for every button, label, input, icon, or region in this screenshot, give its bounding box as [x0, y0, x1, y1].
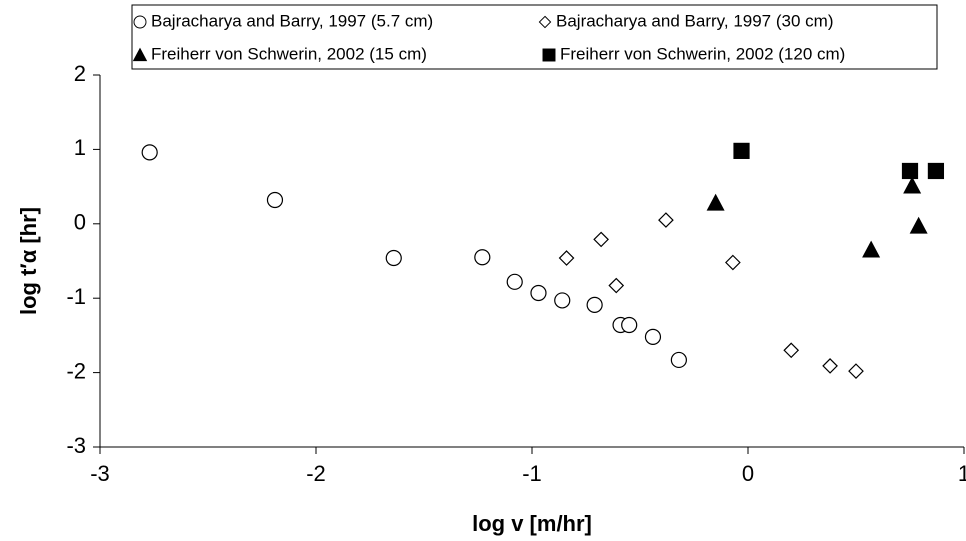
legend-marker [133, 15, 147, 29]
y-tick-label: -1 [66, 284, 86, 309]
point [822, 358, 838, 374]
point [266, 191, 284, 209]
y-tick-label: 2 [74, 61, 86, 86]
point [506, 273, 523, 290]
point [658, 212, 674, 228]
point [593, 231, 609, 248]
point [706, 193, 725, 211]
x-axis-label: log v [m/hr] [472, 511, 592, 536]
y-tick-label: -3 [66, 433, 86, 458]
point [848, 363, 864, 379]
legend-label: Bajracharya and Barry, 1997 (5.7 cm) [151, 11, 433, 30]
x-tick-label: -1 [522, 461, 542, 486]
x-tick-label: 0 [742, 461, 754, 486]
point [474, 249, 491, 266]
point [385, 249, 402, 267]
legend-label: Freiherr von Schwerin, 2002 (15 cm) [151, 44, 427, 63]
y-tick-label: 1 [74, 135, 86, 160]
y-tick-label: -2 [66, 358, 86, 383]
point [862, 240, 881, 258]
point [903, 176, 922, 194]
point [644, 328, 662, 345]
legend-label: Freiherr von Schwerin, 2002 (120 cm) [560, 44, 845, 63]
point [141, 144, 158, 161]
x-tick-label: -3 [90, 461, 110, 486]
point [901, 162, 919, 180]
y-tick-label: 0 [74, 210, 86, 235]
point [733, 142, 750, 159]
y-axis-label: log t′α [hr] [16, 207, 41, 315]
point [554, 292, 571, 309]
point [725, 254, 741, 271]
point [608, 277, 625, 294]
x-tick-label: -2 [306, 461, 326, 486]
point [670, 351, 687, 369]
point [621, 316, 638, 334]
legend-marker [132, 47, 148, 62]
legend-marker [542, 48, 556, 62]
point [586, 296, 603, 313]
point [530, 284, 547, 302]
point [909, 216, 928, 234]
legend-box [131, 4, 938, 70]
point [927, 162, 945, 180]
legend-label: Bajracharya and Barry, 1997 (30 cm) [556, 11, 833, 30]
x-tick-label: 1 [958, 461, 966, 486]
point [783, 342, 800, 359]
point [558, 250, 575, 266]
legend-marker [538, 15, 552, 29]
